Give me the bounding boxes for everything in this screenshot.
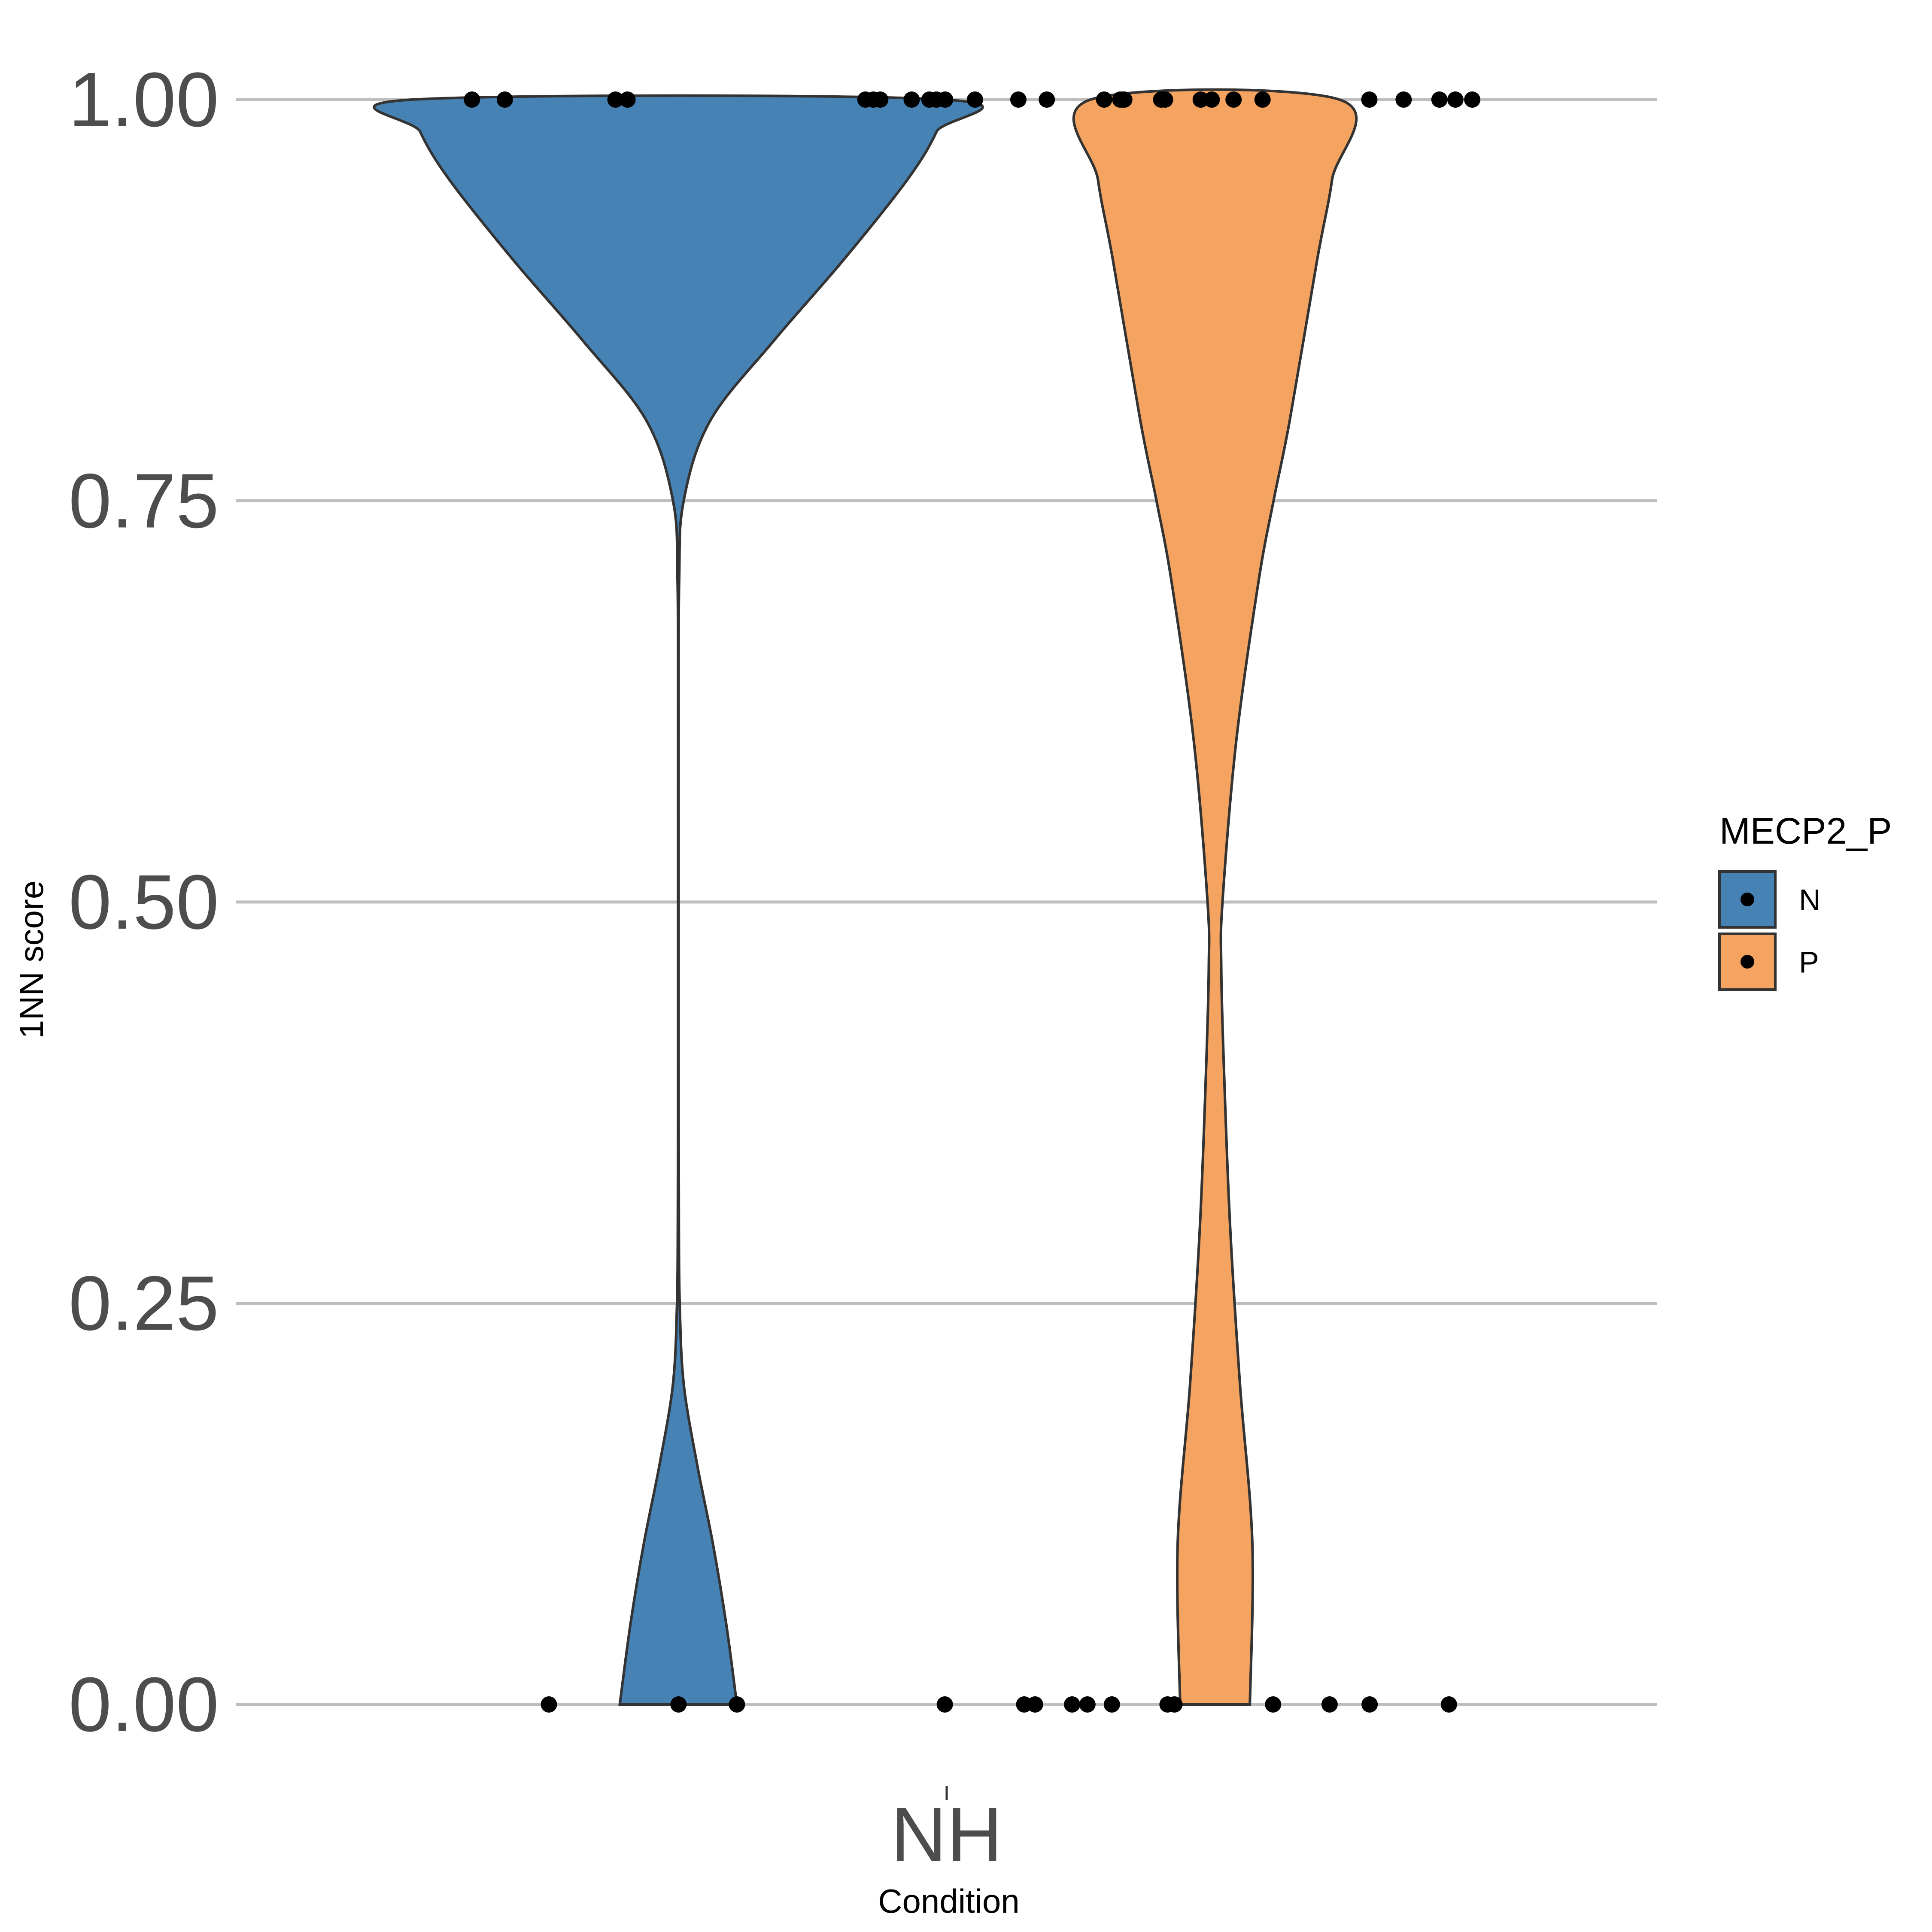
y-tick-label: 0.00: [69, 1662, 219, 1748]
data-points: [464, 91, 1481, 1713]
data-point-p: [1395, 91, 1412, 108]
data-point-p: [1103, 1696, 1120, 1713]
data-point-p: [1321, 1696, 1338, 1713]
x-axis-title: Condition: [878, 1882, 1020, 1920]
legend-key-p-dot: [1741, 955, 1754, 969]
data-point-p: [1265, 1696, 1282, 1713]
data-point-n: [865, 91, 882, 108]
data-point-p: [1361, 91, 1378, 108]
data-point-p: [1464, 91, 1481, 108]
data-point-p: [1431, 91, 1448, 108]
legend-label-n: N: [1799, 883, 1821, 917]
data-point-n: [619, 91, 636, 108]
y-tick-label: 0.50: [69, 859, 219, 945]
data-point-p: [966, 91, 983, 108]
data-point-p: [1010, 91, 1027, 108]
violin-p: [1072, 88, 1358, 1706]
legend-title: MECP2_P: [1719, 811, 1892, 852]
violin-n: [373, 94, 984, 1706]
legend-label-p: P: [1799, 945, 1819, 979]
data-point-p: [1225, 91, 1242, 108]
data-point-p: [1016, 1696, 1033, 1713]
data-point-n: [607, 91, 624, 108]
data-point-p: [1096, 91, 1112, 108]
data-point-p: [1079, 1696, 1096, 1713]
y-tick-label: 0.75: [69, 458, 219, 544]
data-point-p: [1116, 91, 1133, 108]
data-point-p: [1064, 1696, 1081, 1713]
data-point-n: [670, 1696, 687, 1713]
data-point-p: [1159, 1696, 1176, 1713]
data-point-p: [928, 91, 945, 108]
data-point-p: [1361, 1696, 1378, 1713]
y-axis-title: 1NN score: [12, 881, 50, 1039]
x-tick-label: NH: [891, 1792, 1002, 1878]
legend-key-n-dot: [1741, 893, 1754, 906]
data-point-n: [541, 1696, 557, 1713]
data-point-p: [1447, 91, 1464, 108]
data-point-n: [464, 91, 480, 108]
data-point-p: [1254, 91, 1271, 108]
data-point-n: [729, 1696, 745, 1713]
data-point-p: [1039, 91, 1055, 108]
legend: MECP2_P N P: [1718, 811, 1892, 991]
data-point-p: [1440, 1696, 1457, 1713]
data-point-p: [936, 1696, 953, 1713]
data-point-n: [496, 91, 513, 108]
data-point-p: [903, 91, 920, 108]
data-point-p: [1153, 91, 1170, 108]
y-tick-label: 1.00: [69, 57, 219, 143]
gridlines: [236, 98, 1657, 1706]
data-point-p: [1203, 91, 1220, 108]
y-tick-label: 0.25: [69, 1261, 219, 1347]
violins: [373, 88, 1358, 1706]
axes: 0.00 0.25 0.50 0.75 1.00 NH: [69, 57, 1002, 1878]
